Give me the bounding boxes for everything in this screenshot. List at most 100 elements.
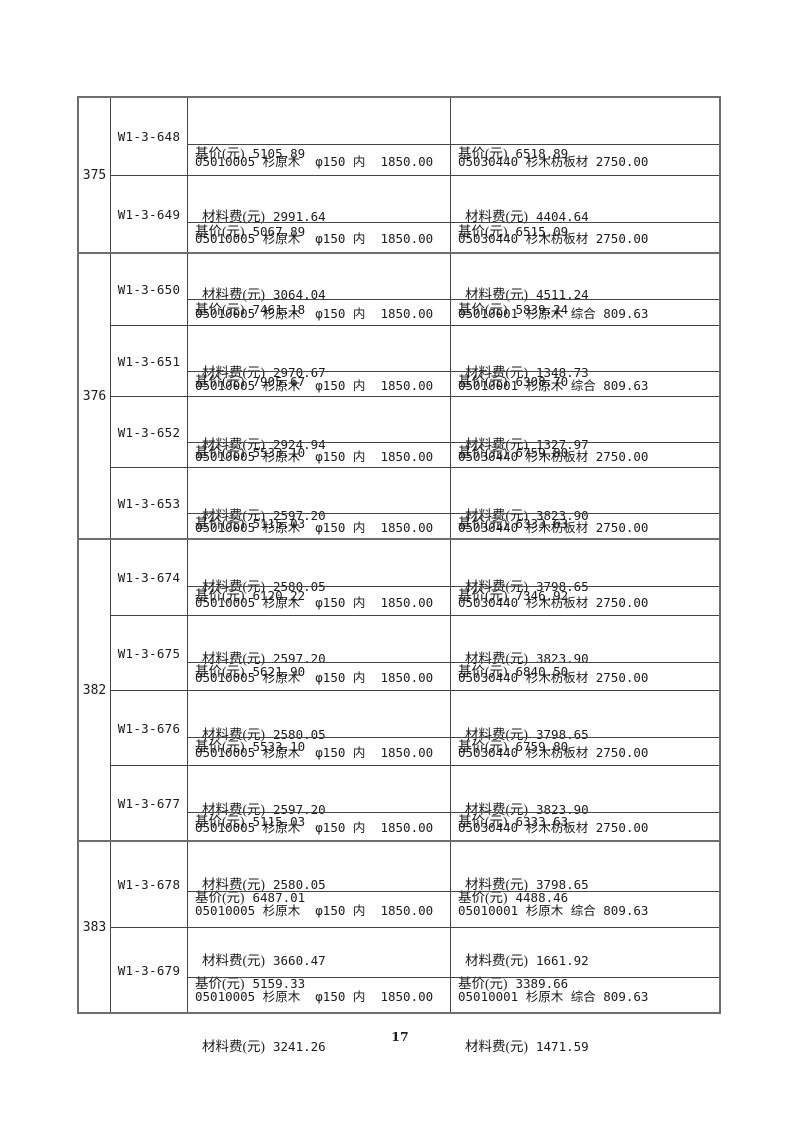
material-row: 05010005 杉原木 φ150 内 1850.00 05030440 杉木枋… xyxy=(188,144,719,175)
table-row: W1-3-678 基价(元) 6487.01 材料费(元) 3660.47 基价(元… xyxy=(111,842,719,968)
material-fee-value: 2991.64 xyxy=(273,209,326,224)
price-row: 基价(元) 5533.10 材料费(元) 2597.20 基价(元) 6759.80 … xyxy=(188,397,719,523)
item-code: W1-3-674 xyxy=(111,540,188,615)
base-price-value: 7461.18 xyxy=(252,302,306,317)
base-price-value: 6120.22 xyxy=(252,588,306,603)
item-data: 基价(元) 5533.10 材料费(元) 2597.20 基价(元) 6759.80 … xyxy=(188,691,719,817)
item-code: W1-3-648 xyxy=(111,98,188,175)
base-price-label: 基价(元) xyxy=(458,664,508,679)
material-fee-line: 材料费(元) 1661.92 xyxy=(458,950,713,971)
material-fee-line: 材料费(元) 3064.04 xyxy=(195,284,444,305)
item-data: 基价(元) 5115.03 材料费(元) 2580.05 基价(元) 6333.63 … xyxy=(188,468,719,594)
group-items: W1-3-650 基价(元) 7461.18 材料费(元) 2970.67 基价(元… xyxy=(111,254,719,594)
price-cell-left: 基价(元) 5159.33 材料费(元) 3241.26 xyxy=(188,928,451,1054)
material-fee-value: 1327.97 xyxy=(536,437,589,452)
base-price-label: 基价(元) xyxy=(458,224,508,239)
material-line: 05010005 杉原木 φ150 内 1850.00 xyxy=(195,670,434,685)
table-row: W1-3-650 基价(元) 7461.18 材料费(元) 2970.67 基价(元… xyxy=(111,254,719,380)
base-price-label: 基价(元) xyxy=(195,374,245,389)
base-price-value: 6840.50 xyxy=(515,664,569,679)
material-row: 05010005 杉原木 φ150 内 1850.00 05010001 杉原木… xyxy=(188,977,719,1012)
material-fee-line: 材料费(元) 4404.64 xyxy=(458,206,713,227)
material-line: 05010005 杉原木 φ150 内 1850.00 xyxy=(195,153,434,169)
price-cell-right: 基价(元) 6333.63 材料费(元) 3798.65 xyxy=(451,468,719,594)
material-line: 05030440 杉木枋板材 2750.00 xyxy=(458,820,649,835)
table-row: W1-3-648 基价(元) 5105.89 材料费(元) 2991.64 基价(元… xyxy=(111,98,719,224)
material-row: 05010005 杉原木 φ150 内 1850.00 05030440 杉木枋… xyxy=(188,442,719,467)
price-row: 基价(元) 7905.67 材料费(元) 2924.94 基价(元) 6308.70 … xyxy=(188,326,719,452)
base-price-line: 基价(元) 6518.89 xyxy=(458,143,713,164)
item-code: W1-3-652 xyxy=(111,397,188,467)
material-cell-right: 05030440 杉木枋板材 2750.00 xyxy=(451,738,719,765)
material-fee-value: 2924.94 xyxy=(273,437,326,452)
material-fee-value: 3823.90 xyxy=(536,508,589,523)
price-row: 基价(元) 5067.89 材料费(元) 3064.04 基价(元) 6515.09 … xyxy=(188,176,719,302)
price-row: 基价(元) 7461.18 材料费(元) 2970.67 基价(元) 5839.24 … xyxy=(188,254,719,380)
base-price-value: 5105.89 xyxy=(252,146,306,161)
material-cell-left: 05010005 杉原木 φ150 内 1850.00 xyxy=(188,587,451,615)
material-fee-label: 材料费(元) xyxy=(202,727,265,742)
material-fee-label: 材料费(元) xyxy=(465,365,528,380)
base-price-line: 基价(元) 5105.89 xyxy=(195,143,444,164)
group-items: W1-3-674 基价(元) 6120.22 材料费(元) 2597.20 基价(元… xyxy=(111,540,719,892)
material-line: 05010005 杉原木 φ150 内 1850.00 xyxy=(195,231,434,246)
base-price-label: 基价(元) xyxy=(195,302,245,317)
base-price-label: 基价(元) xyxy=(458,302,508,317)
base-price-label: 基价(元) xyxy=(195,814,245,829)
material-fee-label: 材料费(元) xyxy=(202,287,265,302)
base-price-label: 基价(元) xyxy=(195,976,245,991)
material-row: 05010005 杉原木 φ150 内 1850.00 05030440 杉木枋… xyxy=(188,662,719,690)
base-price-value: 6487.01 xyxy=(252,890,306,905)
base-price-value: 6333.63 xyxy=(515,516,569,531)
material-line: 05010001 杉原木 综合 809.63 xyxy=(458,377,649,393)
material-line: 05010005 杉原木 φ150 内 1850.00 xyxy=(195,448,434,464)
material-fee-label: 材料费(元) xyxy=(202,877,265,892)
material-cell-right: 05010001 杉原木 综合 809.63 xyxy=(451,300,719,325)
base-price-value: 6333.63 xyxy=(515,814,569,829)
price-cell-right: 基价(元) 6840.50 材料费(元) 3798.65 xyxy=(451,616,719,742)
material-row: 05010005 杉原木 φ150 内 1850.00 05030440 杉木枋… xyxy=(188,513,719,538)
price-cell-right: 基价(元) 5839.24 材料费(元) 1348.73 xyxy=(451,254,719,380)
material-fee-line: 材料费(元) 1471.59 xyxy=(458,1036,713,1057)
base-price-value: 6759.80 xyxy=(515,445,569,460)
material-cell-right: 05010001 杉原木 综合 809.63 xyxy=(451,892,719,927)
material-fee-value: 3798.65 xyxy=(536,877,589,892)
price-cell-right: 基价(元) 6518.89 材料费(元) 4404.64 xyxy=(451,98,719,224)
material-cell-right: 05030440 杉木枋板材 2750.00 xyxy=(451,145,719,175)
item-data: 基价(元) 7461.18 材料费(元) 2970.67 基价(元) 5839.24 … xyxy=(188,254,719,380)
group-row: 375 W1-3-648 基价(元) 5105.89 材料费(元) 2991.64 … xyxy=(79,98,719,302)
price-cell-left: 基价(元) 5533.10 材料费(元) 2597.20 xyxy=(188,691,451,817)
material-row: 05010005 杉原木 φ150 内 1850.00 05030440 杉木枋… xyxy=(188,586,719,615)
material-fee-value: 2597.20 xyxy=(273,802,326,817)
base-price-label: 基价(元) xyxy=(458,445,508,460)
item-data: 基价(元) 5533.10 材料费(元) 2597.20 基价(元) 6759.80 … xyxy=(188,397,719,523)
material-cell-left: 05010005 杉原木 φ150 内 1850.00 xyxy=(188,145,451,175)
base-price-label: 基价(元) xyxy=(195,739,245,754)
item-data: 基价(元) 5067.89 材料费(元) 3064.04 基价(元) 6515.09 … xyxy=(188,176,719,302)
base-price-label: 基价(元) xyxy=(195,890,245,905)
material-fee-value: 4511.24 xyxy=(536,287,589,302)
material-cell-right: 05030440 杉木枋板材 2750.00 xyxy=(451,223,719,252)
material-fee-label: 材料费(元) xyxy=(202,1039,265,1054)
material-fee-value: 2597.20 xyxy=(273,508,326,523)
price-cell-left: 基价(元) 5533.10 材料费(元) 2597.20 xyxy=(188,397,451,523)
material-cell-left: 05010005 杉原木 φ150 内 1850.00 xyxy=(188,663,451,690)
base-price-line: 基价(元) 5621.90 xyxy=(195,661,444,682)
material-fee-line: 材料费(元) 2991.64 xyxy=(195,206,444,227)
item-code: W1-3-676 xyxy=(111,691,188,765)
base-price-line: 基价(元) 5533.10 xyxy=(195,736,444,757)
material-cell-left: 05010005 杉原木 φ150 内 1850.00 xyxy=(188,892,451,927)
material-fee-value: 1661.92 xyxy=(536,953,589,968)
price-cell-right: 基价(元) 7346.92 材料费(元) 3823.90 xyxy=(451,540,719,666)
item-data: 基价(元) 5105.89 材料费(元) 2991.64 基价(元) 6518.89 … xyxy=(188,98,719,224)
table-row: W1-3-652 基价(元) 5533.10 材料费(元) 2597.20 基价(元… xyxy=(111,396,719,523)
material-fee-label: 材料费(元) xyxy=(465,727,528,742)
price-cell-left: 基价(元) 6487.01 材料费(元) 3660.47 xyxy=(188,842,451,968)
price-cell-right: 基价(元) 6759.80 材料费(元) 3823.90 xyxy=(451,691,719,817)
item-code: W1-3-678 xyxy=(111,842,188,927)
base-price-label: 基价(元) xyxy=(458,374,508,389)
material-cell-left: 05010005 杉原木 φ150 内 1850.00 xyxy=(188,300,451,325)
base-price-line: 基价(元) 5159.33 xyxy=(195,973,444,994)
material-line: 05010001 杉原木 综合 809.63 xyxy=(458,988,649,1004)
